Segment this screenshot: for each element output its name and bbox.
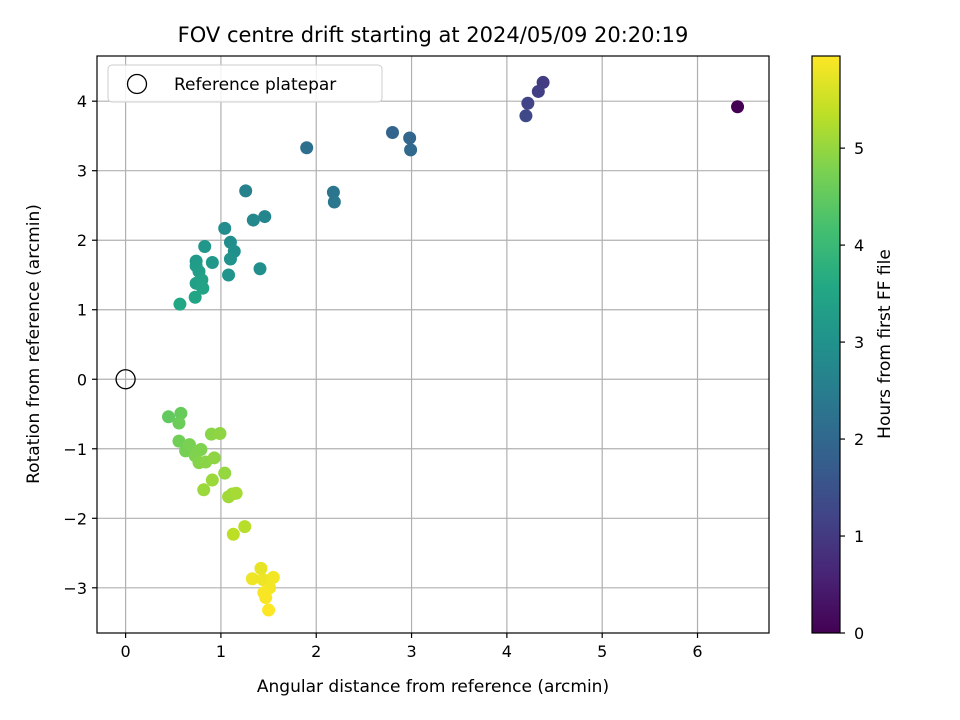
data-point	[198, 239, 212, 253]
legend-box	[107, 64, 383, 103]
data-point	[239, 184, 253, 198]
x-tick-label: 2	[311, 642, 321, 661]
colorbar-tick-label: 4	[854, 236, 864, 255]
data-point	[531, 84, 545, 98]
data-point	[238, 520, 252, 534]
data-point	[182, 438, 196, 452]
data-point	[229, 486, 243, 500]
y-tick-label: −1	[63, 440, 87, 459]
data-point	[300, 141, 314, 155]
data-point	[326, 185, 340, 199]
data-point	[266, 570, 280, 584]
data-point	[246, 213, 260, 227]
data-point	[213, 426, 227, 440]
legend: Reference platepar	[107, 64, 383, 103]
x-axis-ticks: 0 1 2 3 4 5 6	[121, 633, 703, 661]
data-points	[161, 75, 745, 617]
chart-title: FOV centre drift starting at 2024/05/09 …	[178, 23, 689, 47]
reference-marker	[115, 369, 136, 390]
data-point	[258, 210, 272, 224]
colorbar-tick-label: 3	[854, 333, 864, 352]
x-tick-label: 0	[121, 642, 131, 661]
y-axis-ticks: −3 −2 −1 0 1 2 3 4	[63, 92, 97, 598]
y-tick-label: 1	[77, 301, 87, 320]
reference-marker-group	[115, 369, 136, 390]
colorbar-label: Hours from first FF file	[875, 249, 895, 439]
colorbar-gradient	[811, 55, 841, 634]
grid	[97, 56, 769, 633]
x-tick-label: 3	[406, 642, 416, 661]
colorbar-tick-label: 5	[854, 139, 864, 158]
y-tick-label: 2	[77, 231, 87, 250]
data-point	[207, 451, 221, 465]
data-point	[385, 125, 399, 139]
data-point	[519, 109, 533, 123]
colorbar-ticks: 0 1 2 3 4 5	[840, 139, 864, 643]
data-point	[327, 195, 341, 209]
data-point	[259, 591, 273, 605]
y-tick-label: −3	[63, 579, 87, 598]
data-point	[222, 268, 236, 282]
y-tick-label: 3	[77, 162, 87, 181]
x-tick-label: 5	[597, 642, 607, 661]
colorbar: 0 1 2 3 4 5 Hours from first FF file	[811, 55, 895, 643]
data-point	[161, 410, 175, 424]
data-point	[254, 561, 268, 575]
y-tick-label: −2	[63, 509, 87, 528]
data-point	[253, 262, 267, 276]
x-tick-label: 1	[216, 642, 226, 661]
colorbar-tick-label: 0	[854, 624, 864, 643]
data-point	[172, 416, 186, 430]
plot-frame	[96, 55, 770, 634]
data-point	[245, 572, 259, 586]
data-point	[262, 603, 276, 617]
data-point	[223, 252, 237, 266]
x-tick-label: 6	[692, 642, 702, 661]
data-point	[174, 406, 188, 420]
data-point	[731, 100, 745, 114]
data-point	[403, 131, 417, 145]
colorbar-tick-label: 1	[854, 527, 864, 546]
colorbar-tick-label: 2	[854, 430, 864, 449]
data-point	[404, 143, 418, 157]
legend-reference-marker	[126, 73, 148, 95]
data-point	[173, 297, 187, 311]
y-tick-label: 4	[77, 92, 87, 111]
x-axis-label: Angular distance from reference (arcmin)	[257, 677, 609, 697]
y-tick-label: 0	[77, 370, 87, 389]
data-point	[188, 290, 202, 304]
legend-label: Reference platepar	[174, 75, 336, 95]
data-point	[197, 483, 211, 497]
data-point	[205, 473, 219, 487]
data-point	[226, 527, 240, 541]
x-tick-label: 4	[502, 642, 512, 661]
data-point	[205, 255, 219, 269]
data-point	[521, 96, 535, 110]
data-point	[218, 466, 232, 480]
data-point	[196, 281, 210, 295]
y-axis-label: Rotation from reference (arcmin)	[24, 204, 44, 484]
data-point	[194, 442, 208, 456]
data-point	[172, 434, 186, 448]
data-point	[218, 221, 232, 235]
